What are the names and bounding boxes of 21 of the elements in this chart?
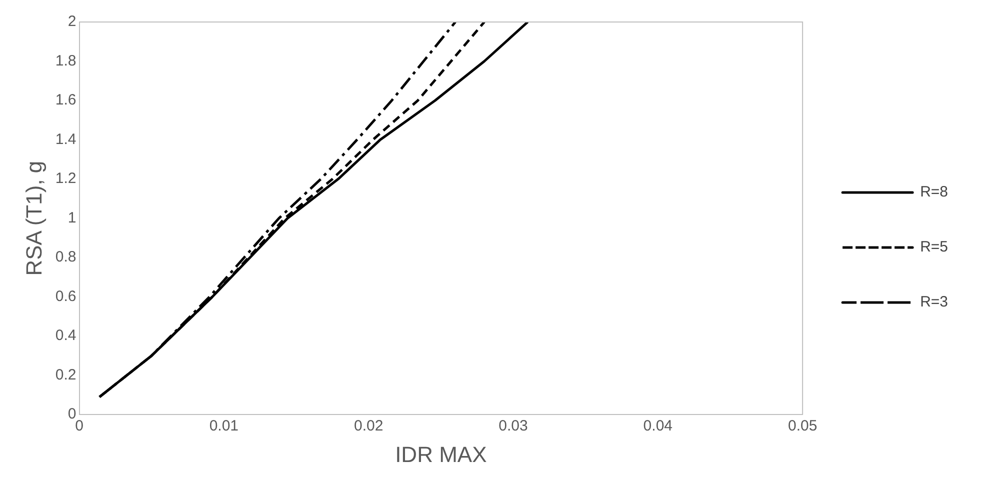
legend-label: R=5 (920, 238, 948, 256)
y-tick-label: 0.4 (55, 327, 76, 344)
y-tick-label: 1.6 (55, 92, 76, 109)
y-tick-label: 1 (68, 209, 76, 226)
y-tick-label: 1.2 (55, 170, 76, 188)
x-tick-label: 0.01 (209, 418, 239, 435)
y-axis-title: RSA (T1), g (21, 160, 46, 276)
legend-label: R=3 (920, 294, 948, 311)
x-tick-label: 0.04 (643, 418, 673, 435)
legend-label: R=8 (920, 184, 948, 201)
x-tick-label: 0.02 (354, 418, 384, 435)
y-tick-label: 1.8 (55, 52, 76, 70)
x-tick-label: 0.03 (498, 418, 528, 435)
x-axis-title: IDR MAX (395, 442, 488, 467)
y-tick-label: 0.2 (55, 366, 76, 384)
x-tick-label: 0.05 (788, 418, 818, 435)
y-tick-label: 2 (68, 13, 76, 30)
y-tick-label: 0 (68, 406, 76, 423)
y-tick-label: 0.6 (55, 288, 76, 305)
y-tick-label: 1.4 (55, 130, 76, 148)
y-tick-label: 0.8 (55, 248, 76, 266)
